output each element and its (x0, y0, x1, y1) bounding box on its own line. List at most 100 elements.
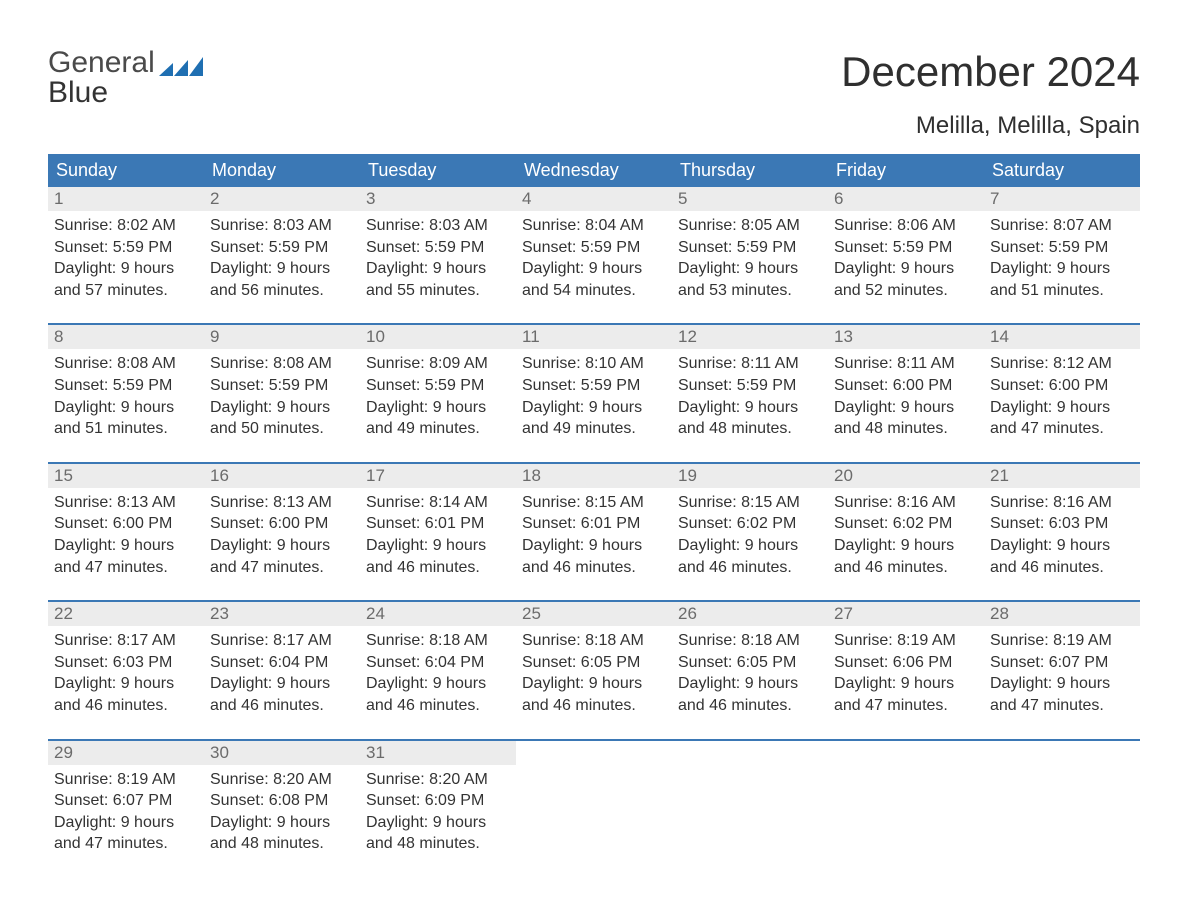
daylight-line-2: and 50 minutes. (210, 418, 354, 440)
calendar-day: 26Sunrise: 8:18 AMSunset: 6:05 PMDayligh… (672, 602, 828, 720)
sunset-line: Sunset: 6:06 PM (834, 652, 978, 674)
calendar-day: 20Sunrise: 8:16 AMSunset: 6:02 PMDayligh… (828, 464, 984, 582)
daylight-line-2: and 53 minutes. (678, 280, 822, 302)
daylight-line-2: and 55 minutes. (366, 280, 510, 302)
day-body: Sunrise: 8:10 AMSunset: 5:59 PMDaylight:… (516, 349, 672, 443)
page-title: December 2024 (841, 48, 1140, 96)
sunrise-line: Sunrise: 8:13 AM (210, 492, 354, 514)
daylight-line-1: Daylight: 9 hours (834, 397, 978, 419)
sunset-line: Sunset: 5:59 PM (366, 237, 510, 259)
daylight-line-1: Daylight: 9 hours (678, 535, 822, 557)
day-number: 8 (48, 325, 204, 349)
sunset-line: Sunset: 5:59 PM (210, 375, 354, 397)
day-body: Sunrise: 8:08 AMSunset: 5:59 PMDaylight:… (48, 349, 204, 443)
sunset-line: Sunset: 5:59 PM (522, 375, 666, 397)
day-body: Sunrise: 8:07 AMSunset: 5:59 PMDaylight:… (984, 211, 1140, 305)
sunrise-line: Sunrise: 8:16 AM (834, 492, 978, 514)
sunrise-line: Sunrise: 8:05 AM (678, 215, 822, 237)
day-body: Sunrise: 8:18 AMSunset: 6:04 PMDaylight:… (360, 626, 516, 720)
sunrise-line: Sunrise: 8:02 AM (54, 215, 198, 237)
sunrise-line: Sunrise: 8:17 AM (54, 630, 198, 652)
day-body: Sunrise: 8:16 AMSunset: 6:03 PMDaylight:… (984, 488, 1140, 582)
sunrise-line: Sunrise: 8:18 AM (366, 630, 510, 652)
calendar-day: 2Sunrise: 8:03 AMSunset: 5:59 PMDaylight… (204, 187, 360, 305)
day-body: Sunrise: 8:12 AMSunset: 6:00 PMDaylight:… (984, 349, 1140, 443)
calendar-day (516, 741, 672, 859)
sunset-line: Sunset: 6:03 PM (54, 652, 198, 674)
daylight-line-2: and 46 minutes. (834, 557, 978, 579)
day-number: 14 (984, 325, 1140, 349)
calendar-day: 3Sunrise: 8:03 AMSunset: 5:59 PMDaylight… (360, 187, 516, 305)
daylight-line-1: Daylight: 9 hours (522, 397, 666, 419)
daylight-line-1: Daylight: 9 hours (210, 258, 354, 280)
day-body: Sunrise: 8:13 AMSunset: 6:00 PMDaylight:… (204, 488, 360, 582)
day-body: Sunrise: 8:02 AMSunset: 5:59 PMDaylight:… (48, 211, 204, 305)
daylight-line-1: Daylight: 9 hours (210, 812, 354, 834)
day-number: 28 (984, 602, 1140, 626)
day-number: 27 (828, 602, 984, 626)
daylight-line-1: Daylight: 9 hours (678, 673, 822, 695)
day-body: Sunrise: 8:18 AMSunset: 6:05 PMDaylight:… (516, 626, 672, 720)
sunset-line: Sunset: 6:00 PM (990, 375, 1134, 397)
daylight-line-2: and 52 minutes. (834, 280, 978, 302)
daylight-line-1: Daylight: 9 hours (678, 258, 822, 280)
sunset-line: Sunset: 5:59 PM (54, 375, 198, 397)
day-number: 23 (204, 602, 360, 626)
sunset-line: Sunset: 6:09 PM (366, 790, 510, 812)
day-number: 29 (48, 741, 204, 765)
daylight-line-1: Daylight: 9 hours (366, 535, 510, 557)
daylight-line-1: Daylight: 9 hours (990, 397, 1134, 419)
calendar-day: 4Sunrise: 8:04 AMSunset: 5:59 PMDaylight… (516, 187, 672, 305)
sunset-line: Sunset: 6:07 PM (54, 790, 198, 812)
daylight-line-1: Daylight: 9 hours (990, 673, 1134, 695)
logo-text-1: General (48, 48, 155, 78)
daylight-line-1: Daylight: 9 hours (522, 673, 666, 695)
sunrise-line: Sunrise: 8:07 AM (990, 215, 1134, 237)
sunrise-line: Sunrise: 8:14 AM (366, 492, 510, 514)
calendar-week: 22Sunrise: 8:17 AMSunset: 6:03 PMDayligh… (48, 600, 1140, 720)
day-number: 15 (48, 464, 204, 488)
daylight-line-1: Daylight: 9 hours (210, 673, 354, 695)
day-body: Sunrise: 8:13 AMSunset: 6:00 PMDaylight:… (48, 488, 204, 582)
day-number: 6 (828, 187, 984, 211)
flag-icon (159, 50, 203, 76)
calendar-day: 11Sunrise: 8:10 AMSunset: 5:59 PMDayligh… (516, 325, 672, 443)
sunset-line: Sunset: 6:05 PM (522, 652, 666, 674)
sunrise-line: Sunrise: 8:13 AM (54, 492, 198, 514)
sunrise-line: Sunrise: 8:04 AM (522, 215, 666, 237)
daylight-line-1: Daylight: 9 hours (366, 397, 510, 419)
sunrise-line: Sunrise: 8:20 AM (210, 769, 354, 791)
day-body: Sunrise: 8:18 AMSunset: 6:05 PMDaylight:… (672, 626, 828, 720)
day-number: 9 (204, 325, 360, 349)
daylight-line-2: and 46 minutes. (366, 557, 510, 579)
sunset-line: Sunset: 6:08 PM (210, 790, 354, 812)
day-number: 16 (204, 464, 360, 488)
day-body: Sunrise: 8:09 AMSunset: 5:59 PMDaylight:… (360, 349, 516, 443)
calendar-day (828, 741, 984, 859)
day-number: 1 (48, 187, 204, 211)
day-body: Sunrise: 8:04 AMSunset: 5:59 PMDaylight:… (516, 211, 672, 305)
day-body: Sunrise: 8:20 AMSunset: 6:09 PMDaylight:… (360, 765, 516, 859)
day-number: 24 (360, 602, 516, 626)
sunset-line: Sunset: 5:59 PM (210, 237, 354, 259)
day-body (828, 745, 984, 753)
calendar-day: 30Sunrise: 8:20 AMSunset: 6:08 PMDayligh… (204, 741, 360, 859)
day-body: Sunrise: 8:17 AMSunset: 6:03 PMDaylight:… (48, 626, 204, 720)
calendar-day: 12Sunrise: 8:11 AMSunset: 5:59 PMDayligh… (672, 325, 828, 443)
day-body: Sunrise: 8:16 AMSunset: 6:02 PMDaylight:… (828, 488, 984, 582)
sunrise-line: Sunrise: 8:08 AM (54, 353, 198, 375)
daylight-line-2: and 46 minutes. (54, 695, 198, 717)
calendar-day: 22Sunrise: 8:17 AMSunset: 6:03 PMDayligh… (48, 602, 204, 720)
day-body (672, 745, 828, 753)
calendar-day: 10Sunrise: 8:09 AMSunset: 5:59 PMDayligh… (360, 325, 516, 443)
sunset-line: Sunset: 5:59 PM (990, 237, 1134, 259)
calendar-week: 15Sunrise: 8:13 AMSunset: 6:00 PMDayligh… (48, 462, 1140, 582)
weekday-label: Monday (204, 154, 360, 187)
daylight-line-1: Daylight: 9 hours (366, 673, 510, 695)
day-number: 7 (984, 187, 1140, 211)
calendar-day: 27Sunrise: 8:19 AMSunset: 6:06 PMDayligh… (828, 602, 984, 720)
sunset-line: Sunset: 5:59 PM (678, 237, 822, 259)
day-number: 13 (828, 325, 984, 349)
day-body (516, 745, 672, 753)
day-body: Sunrise: 8:11 AMSunset: 6:00 PMDaylight:… (828, 349, 984, 443)
